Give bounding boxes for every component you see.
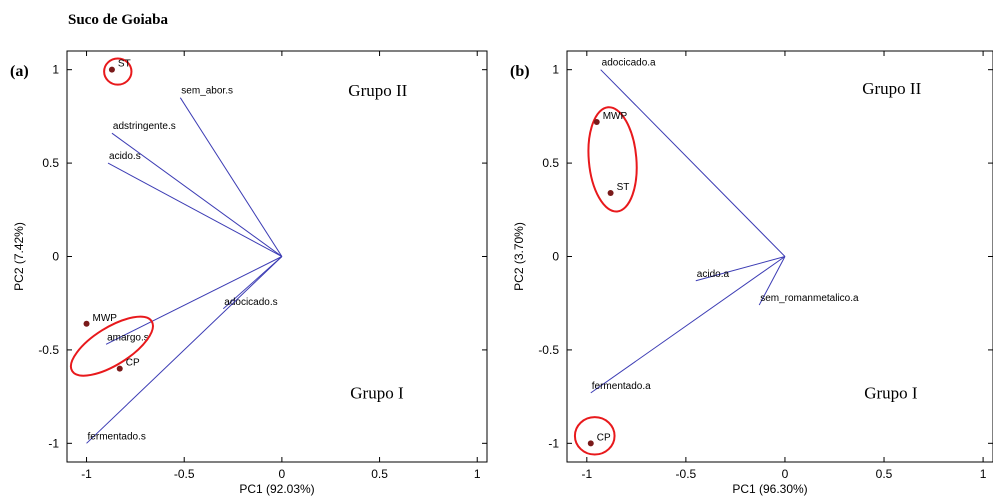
sample-label: CP xyxy=(126,358,140,369)
group-label: Grupo I xyxy=(864,383,918,402)
loading-vector xyxy=(105,256,283,345)
y-tick-label: 0.5 xyxy=(542,156,559,170)
y-tick-label: 0 xyxy=(52,250,59,264)
y-tick-label: 0 xyxy=(552,250,559,264)
vector-label: acido.s xyxy=(109,151,141,162)
loading-vector xyxy=(758,256,786,306)
group-label: Grupo II xyxy=(348,81,407,100)
x-tick-label: 0 xyxy=(782,467,789,481)
loading-vector xyxy=(695,256,786,282)
biplot-panel-a: -1 -0.5 0 0.5 1 -1 -0.5 0 0.5 1 PC1 (92.03%) PC2 (7… xyxy=(10,50,488,496)
sample-label: ST xyxy=(118,59,131,70)
vector-label: sem_abor.s xyxy=(181,86,233,97)
sample-label: MWP xyxy=(93,313,118,324)
vector-label: amargo.s xyxy=(107,332,149,343)
plot-frame xyxy=(66,50,488,463)
x-tick-label: 0.5 xyxy=(371,467,388,481)
highlight-ellipse xyxy=(69,315,154,377)
biplot-panel-b: -1 -0.5 0 0.5 1 -1 -0.5 0 0.5 1 PC1 (96.30%) PC2 (3… xyxy=(510,50,993,496)
figure-title: Suco de Goiaba xyxy=(68,12,169,28)
loading-vector xyxy=(179,97,283,257)
highlight-ellipse xyxy=(103,57,133,86)
x-tick-label: 1 xyxy=(980,467,987,481)
sample-point xyxy=(108,66,115,73)
group-label: Grupo I xyxy=(350,383,404,402)
sample-point xyxy=(83,320,90,327)
plot-frame xyxy=(566,50,993,463)
loading-vector xyxy=(86,256,283,444)
x-tick-label: 1 xyxy=(474,467,481,481)
panel-label: (a) xyxy=(10,63,29,80)
vector-label: fermentado.a xyxy=(592,381,651,392)
y-tick-label: 1 xyxy=(52,63,59,77)
vector-label: adocicado.a xyxy=(602,58,656,69)
highlight-ellipse xyxy=(573,416,616,456)
x-axis-label: PC1 (96.30%) xyxy=(732,482,807,496)
y-tick-label: -0.5 xyxy=(538,343,559,357)
sample-point xyxy=(593,118,600,125)
panel-label: (b) xyxy=(510,63,530,80)
x-tick-label: 0 xyxy=(279,467,286,481)
x-tick-label: 0.5 xyxy=(876,467,893,481)
y-tick-label: -1 xyxy=(548,436,559,450)
sample-label: MWP xyxy=(603,111,628,122)
x-tick-label: -1 xyxy=(81,467,92,481)
sample-point xyxy=(607,189,614,196)
vector-label: sem_romanmetalico.a xyxy=(760,293,859,304)
y-tick-label: 0.5 xyxy=(42,156,59,170)
x-axis-label: PC1 (92.03%) xyxy=(239,482,314,496)
sample-point xyxy=(116,365,123,372)
vector-label: fermentado.s xyxy=(88,431,146,442)
sample-label: ST xyxy=(617,182,630,193)
vector-label: adstringente.s xyxy=(113,121,176,132)
y-axis-label: PC2 (3.70%) xyxy=(512,222,526,291)
x-tick-label: -1 xyxy=(581,467,592,481)
loading-vector xyxy=(107,162,283,257)
loading-vector xyxy=(111,132,283,257)
y-axis-label: PC2 (7.42%) xyxy=(12,222,26,291)
x-tick-label: -0.5 xyxy=(174,467,195,481)
y-tick-label: -0.5 xyxy=(38,343,59,357)
loading-vector xyxy=(590,256,786,394)
sample-label: CP xyxy=(597,432,611,443)
plot-area: adocicado.a acido.a sem_romanmetalico.afer… xyxy=(573,58,922,456)
loading-vector xyxy=(600,69,786,257)
x-tick-label: -0.5 xyxy=(676,467,697,481)
y-tick-label: 1 xyxy=(552,63,559,77)
highlight-ellipse xyxy=(587,106,638,213)
vector-label: acido.a xyxy=(697,269,730,280)
y-tick-label: -1 xyxy=(48,436,59,450)
plot-area: sem_abor.s adstringente.s acido.s adocicado… xyxy=(69,57,408,444)
group-label: Grupo II xyxy=(862,79,921,98)
sample-point xyxy=(587,440,594,447)
vector-label: adocicado.s xyxy=(224,297,277,308)
